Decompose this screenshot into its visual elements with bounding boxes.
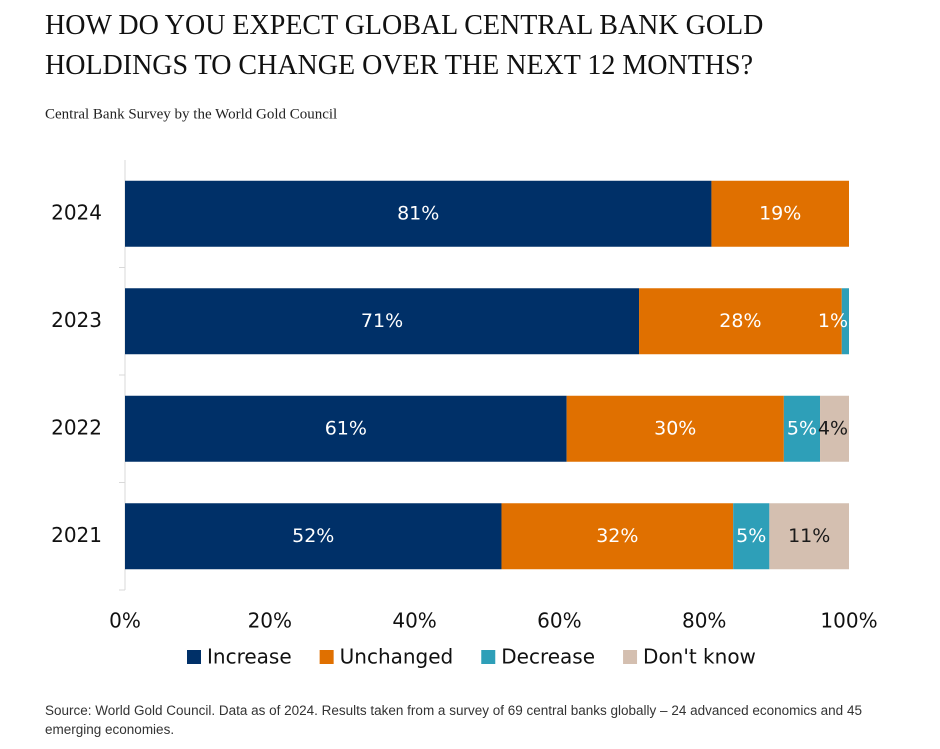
legend-swatch xyxy=(319,650,334,664)
x-tick-label: 100% xyxy=(820,609,877,633)
data-label: 30% xyxy=(654,417,696,439)
bar-segment xyxy=(769,503,849,570)
x-tick-label: 0% xyxy=(109,609,141,633)
y-tick-label: 2022 xyxy=(51,415,102,439)
data-label: 52% xyxy=(292,525,334,547)
chart-title: HOW DO YOU EXPECT GLOBAL CENTRAL BANK GO… xyxy=(45,10,770,81)
data-label: 1% xyxy=(818,310,848,332)
data-label: 5% xyxy=(736,525,766,547)
y-tick-label: 2021 xyxy=(51,523,102,547)
legend-swatch xyxy=(623,650,638,664)
bar-segment xyxy=(501,503,734,570)
bar-segment xyxy=(733,503,770,570)
legend-label: Don't know xyxy=(643,645,756,669)
data-label: 19% xyxy=(759,202,801,224)
y-tick-label: 2024 xyxy=(51,200,102,224)
x-tick-label: 40% xyxy=(392,609,436,633)
x-tick-label: 20% xyxy=(248,609,292,633)
data-label: 81% xyxy=(397,202,439,224)
y-tick-label: 2023 xyxy=(51,308,102,332)
bar-segment xyxy=(125,503,502,570)
legend-label: Decrease xyxy=(501,645,595,669)
legend-swatch xyxy=(481,650,496,664)
data-label: 32% xyxy=(596,525,638,547)
bar-segment xyxy=(566,395,784,462)
chart-subtitle: Central Bank Survey by the World Gold Co… xyxy=(45,106,337,122)
legend-swatch xyxy=(187,650,201,664)
bar-segment xyxy=(125,395,567,462)
x-tick-label: 60% xyxy=(537,609,581,633)
bar-segment xyxy=(639,288,842,355)
data-label: 61% xyxy=(325,417,367,439)
bar-segment xyxy=(125,180,712,247)
data-label: 28% xyxy=(719,310,761,332)
data-label: 4% xyxy=(818,417,848,439)
source: Source: World Gold Council. Data as of 2… xyxy=(45,703,866,737)
bar-segment xyxy=(820,395,849,462)
bar-segment xyxy=(711,180,849,247)
x-tick-label: 80% xyxy=(682,609,726,633)
legend-label: Unchanged xyxy=(340,645,454,669)
bar-segment xyxy=(125,288,640,355)
data-label: 11% xyxy=(788,525,830,547)
bar-segment xyxy=(841,288,849,355)
data-label: 71% xyxy=(361,310,403,332)
data-label: 5% xyxy=(787,417,817,439)
legend-label: Increase xyxy=(207,645,292,669)
bar-segment xyxy=(783,395,821,462)
